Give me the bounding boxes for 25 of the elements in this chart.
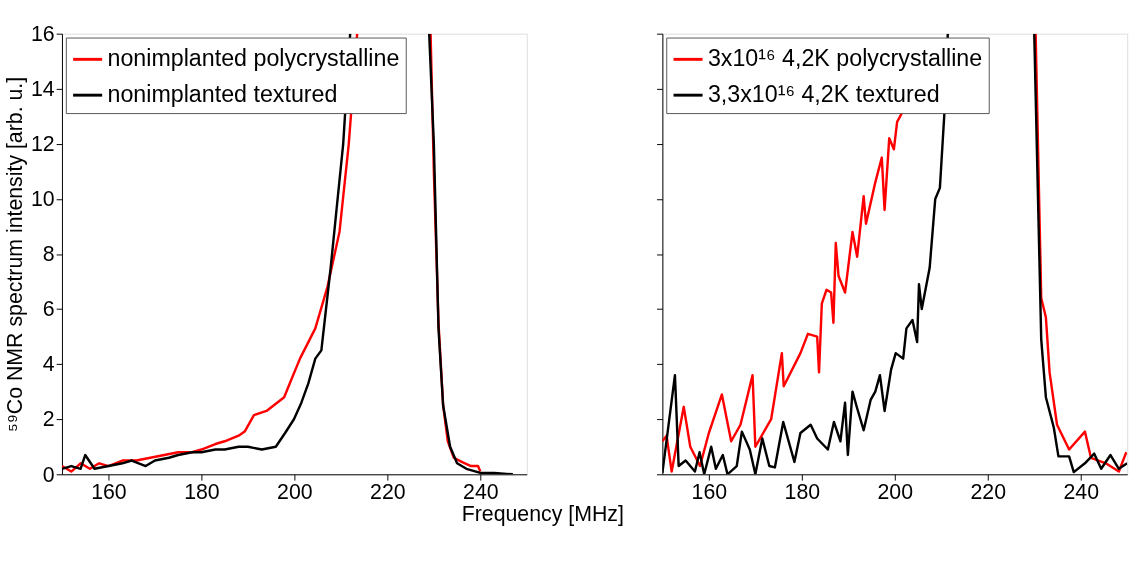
legend-label: 3,3x10¹⁶ 4,2K textured xyxy=(707,80,940,107)
y-tick-label: 4 xyxy=(42,352,55,377)
x-tick-label: 200 xyxy=(277,480,313,504)
x-tick-label: 240 xyxy=(1063,480,1100,504)
x-tick-label: 160 xyxy=(91,480,127,504)
y-tick-label: 8 xyxy=(42,242,55,267)
x-tick-label: 180 xyxy=(784,480,821,504)
x-tick-label: 200 xyxy=(877,480,914,504)
legend-label: 3x10¹⁶ 4,2K polycrystalline xyxy=(707,45,983,72)
legend-label: nonimplanted polycrystalline xyxy=(107,45,400,72)
y-tick-label: 16 xyxy=(31,21,55,46)
y-tick-label: 0 xyxy=(42,462,55,487)
y-tick-label: 12 xyxy=(31,132,55,157)
x-tick-label: 160 xyxy=(691,480,728,504)
y-axis-title: ⁵⁹Co NMR spectrum intensity [arb. u.] xyxy=(3,76,28,433)
x-axis-title: Frequency [MHz] xyxy=(461,502,624,527)
legend-label: nonimplanted textured xyxy=(107,80,338,107)
x-tick-label: 240 xyxy=(463,480,499,504)
y-tick-label: 2 xyxy=(42,407,55,432)
x-tick-label: 180 xyxy=(184,480,220,504)
x-tick-label: 220 xyxy=(370,480,406,504)
x-tick-label: 220 xyxy=(970,480,1007,504)
y-tick-label: 10 xyxy=(31,187,55,212)
y-tick-label: 14 xyxy=(31,77,55,102)
y-tick-label: 6 xyxy=(42,297,55,322)
